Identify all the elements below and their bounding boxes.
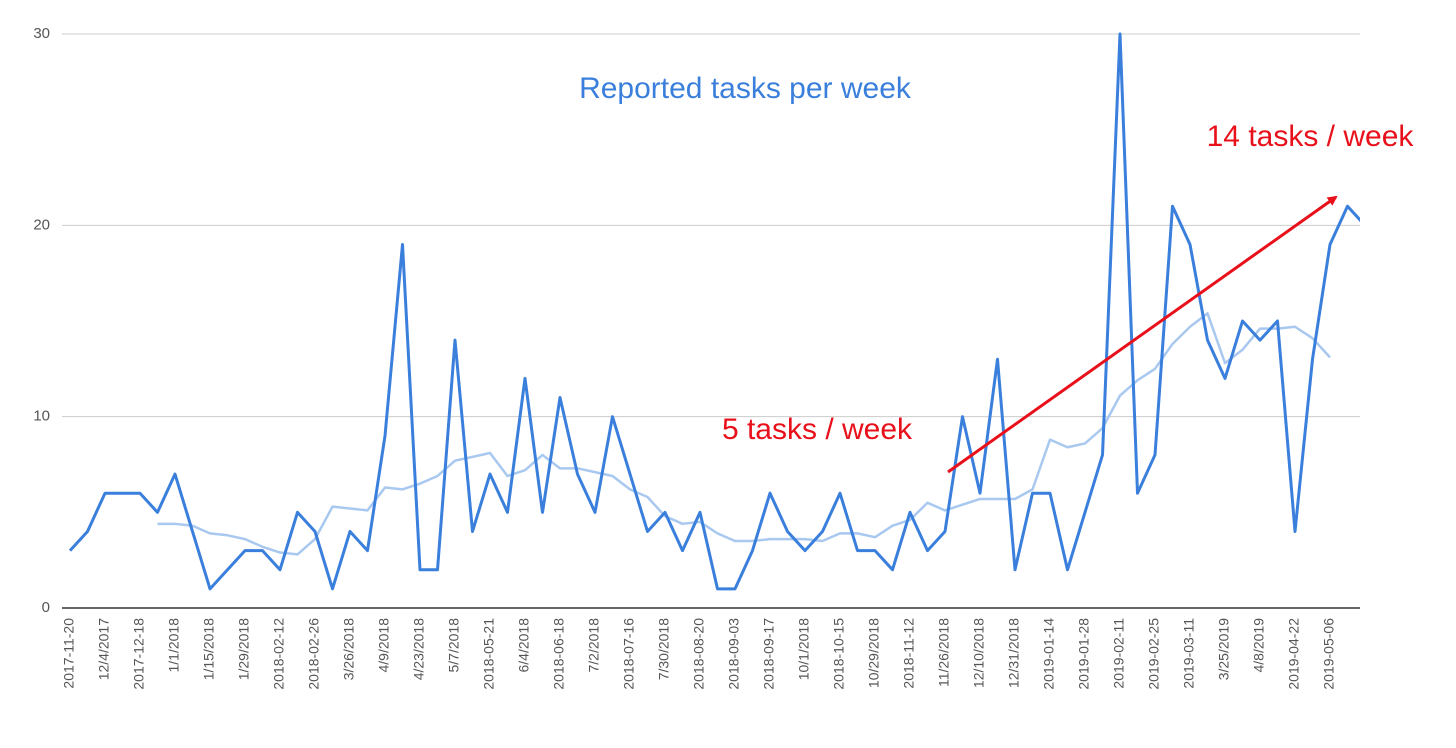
line-series [68, 32, 1360, 591]
x-tick-label: 5/7/2018 [446, 618, 462, 673]
x-tick-label: 2017-11-20 [61, 618, 77, 689]
x-tick-label: 2019-05-06 [1321, 618, 1337, 690]
x-tick-label: 4/9/2018 [376, 618, 392, 673]
x-tick-label: 12/4/2017 [96, 618, 112, 680]
x-tick-label: 10/1/2018 [796, 618, 812, 680]
x-tick-label: 2019-02-25 [1146, 618, 1162, 690]
x-tick-label: 10/29/2018 [866, 618, 882, 688]
x-tick-label: 4/8/2019 [1251, 618, 1267, 673]
chart-title: Reported tasks per week [579, 72, 912, 105]
x-tick-label: 2019-01-28 [1076, 618, 1092, 690]
x-tick-label: 2018-10-15 [831, 618, 847, 690]
x-tick-label: 7/30/2018 [656, 618, 672, 680]
x-tick-label: 2018-07-16 [621, 618, 637, 690]
x-tick-label: 7/2/2018 [586, 618, 602, 673]
x-tick-label: 2018-02-12 [271, 618, 287, 690]
trend-arrow [947, 195, 1338, 474]
x-tick-label: 2018-05-21 [481, 618, 497, 690]
x-tick-label: 2019-02-11 [1111, 618, 1127, 689]
x-tick-label: 2018-09-03 [726, 618, 742, 690]
x-tick-label: 2018-02-26 [306, 618, 322, 690]
x-tick-label: 2018-11-12 [901, 618, 917, 689]
x-tick-label: 3/26/2018 [341, 618, 357, 680]
annotation: 14 tasks / week [1207, 120, 1415, 153]
x-tick-label: 3/25/2019 [1216, 618, 1232, 680]
x-tick-label: 2019-04-22 [1286, 618, 1302, 690]
x-tick-label: 12/31/2018 [1006, 618, 1022, 688]
x-tick-label: 2017-12-18 [131, 618, 147, 690]
x-tick-label: 4/23/2018 [411, 618, 427, 680]
x-tick-label: 11/26/2018 [936, 618, 952, 687]
y-tick-label: 0 [42, 599, 50, 616]
x-tick-label: 1/15/2018 [201, 618, 217, 680]
annotation: 5 tasks / week [722, 413, 913, 446]
x-tick-label: 2019-03-11 [1181, 618, 1197, 689]
x-tick-label: 1/1/2018 [166, 618, 182, 673]
y-tick-label: 30 [33, 25, 50, 42]
y-tick-label: 10 [33, 408, 50, 425]
y-tick-label: 20 [33, 216, 50, 233]
x-tick-label: 2018-09-17 [761, 618, 777, 690]
x-tick-label: 2018-06-18 [551, 618, 567, 690]
x-tick-label: 2019-01-14 [1041, 618, 1057, 690]
x-tick-label: 2018-08-20 [691, 618, 707, 690]
x-tick-label: 6/4/2018 [516, 618, 532, 673]
x-tick-label: 1/29/2018 [236, 618, 252, 680]
x-tick-label: 12/10/2018 [971, 618, 987, 688]
